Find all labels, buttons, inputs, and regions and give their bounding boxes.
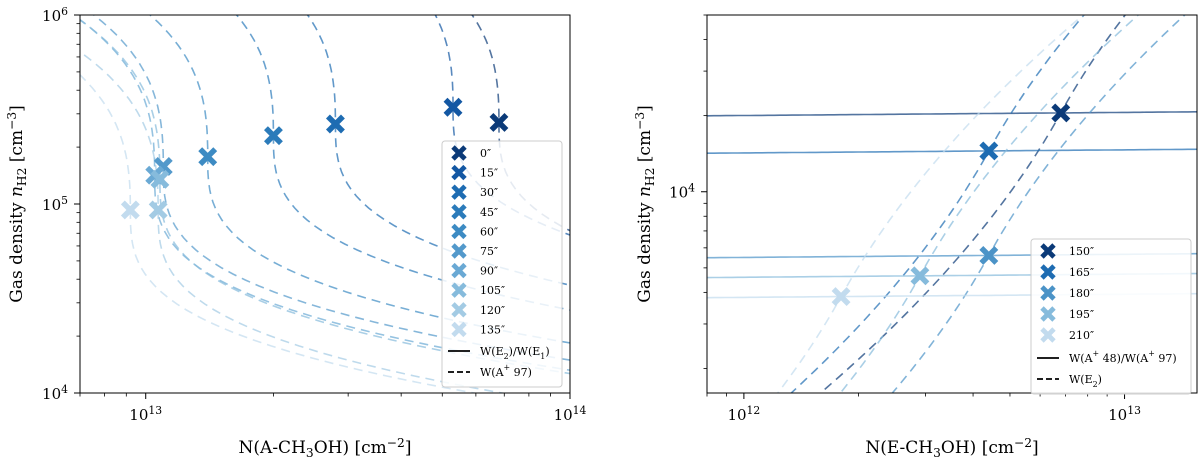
x-tick-label: 1013 bbox=[129, 404, 162, 424]
legend-entry-label: 120″ bbox=[480, 304, 505, 317]
y-tick-label: 106 bbox=[42, 5, 68, 25]
legend-entry-label: 75″ bbox=[480, 245, 498, 258]
y-tick-label: 105 bbox=[42, 194, 68, 214]
legend-dashed-label: W(E2) bbox=[1069, 373, 1102, 389]
legend-marker bbox=[451, 243, 467, 259]
legend-entry-label: 135″ bbox=[480, 323, 505, 336]
legend-entry-label: 105″ bbox=[480, 284, 505, 297]
legend-entry-label: 150″ bbox=[1069, 245, 1094, 258]
left-chart-panel: 1013 1014 104 105 106 N(A-CH3OH) [cm−2] Gas de… bbox=[5, 5, 587, 460]
data-point-30arcsec bbox=[325, 114, 345, 134]
legend-entry-label: 0″ bbox=[480, 147, 491, 160]
data-point-210arcsec bbox=[831, 287, 851, 307]
dashed-curve bbox=[80, 19, 570, 375]
legend: 150″ 165″ 180″ 195″ 210″ W(A+ 48)/W(A+ 97) W(E… bbox=[1030, 238, 1192, 395]
data-point-0arcsec bbox=[489, 113, 509, 132]
legend-marker bbox=[1040, 327, 1056, 343]
data-point-165arcsec bbox=[979, 141, 999, 161]
x-axis-label: N(E-CH3OH) [cm−2] bbox=[865, 436, 1038, 460]
legend-marker bbox=[451, 145, 467, 161]
data-points bbox=[831, 103, 1071, 307]
data-point-120arcsec bbox=[148, 200, 168, 220]
legend-marker bbox=[451, 262, 467, 279]
legend-box bbox=[441, 140, 563, 388]
solid-curve bbox=[707, 111, 1197, 117]
dashed-curve bbox=[891, 15, 1186, 393]
solid-curve bbox=[707, 148, 1197, 155]
data-point-15arcsec bbox=[443, 97, 463, 117]
legend-marker bbox=[1040, 243, 1056, 259]
legend-marker bbox=[451, 282, 467, 298]
legend-dashed-label: W(A+ 97) bbox=[480, 363, 532, 379]
legend-entry-label: 90″ bbox=[480, 265, 498, 278]
data-point-45arcsec bbox=[263, 126, 283, 146]
dashed-curve bbox=[80, 50, 507, 393]
legend-entry-label: 195″ bbox=[1069, 308, 1094, 321]
legend-marker bbox=[451, 164, 467, 181]
data-point-135arcsec bbox=[120, 200, 140, 220]
data-point-60arcsec bbox=[198, 147, 218, 167]
y-axis-label: Gas density nH2 [cm−3] bbox=[5, 105, 29, 303]
dashed-curve bbox=[80, 18, 570, 372]
legend-entry-label: 45″ bbox=[480, 206, 498, 219]
data-points bbox=[120, 97, 509, 220]
legend-marker bbox=[1040, 264, 1056, 280]
legend-marker bbox=[451, 223, 467, 240]
y-tick-label: 104 bbox=[42, 383, 68, 403]
legend-entry-label: 180″ bbox=[1069, 287, 1094, 300]
legend-marker bbox=[451, 204, 467, 220]
y-tick-label: 104 bbox=[669, 182, 695, 202]
axes-frame bbox=[706, 14, 1198, 394]
legend-entry-label: 60″ bbox=[480, 225, 498, 238]
x-tick-label: 1012 bbox=[727, 404, 760, 424]
legend: 0″ 15″ 30″ 45″ 60″ 75″ 90″ 105″ 120″ 135″ W(E2)/W(… bbox=[441, 140, 563, 388]
legend-marker bbox=[451, 184, 467, 200]
dashed-curve bbox=[92, 15, 570, 361]
dashed-curve bbox=[839, 15, 1140, 393]
legend-marker bbox=[1040, 285, 1056, 301]
dashed-curve bbox=[819, 15, 1127, 393]
legend-marker bbox=[1040, 306, 1056, 322]
x-axis-label: N(A-CH3OH) [cm−2] bbox=[239, 436, 412, 460]
legend-marker bbox=[451, 302, 467, 318]
legend-entry-label: 210″ bbox=[1069, 329, 1094, 342]
data-point-195arcsec bbox=[910, 266, 930, 286]
model-curves bbox=[80, 15, 570, 393]
dashed-curve bbox=[790, 15, 1085, 393]
right-chart-panel: 1012 1013 104 N(E-CH3OH) [cm−2] Gas density … bbox=[633, 14, 1198, 460]
data-point-150arcsec bbox=[1051, 103, 1071, 123]
x-tick-label: 1014 bbox=[554, 404, 587, 424]
legend-marker bbox=[451, 321, 467, 338]
dashed-curve bbox=[148, 15, 570, 344]
legend-entry-label: 165″ bbox=[1069, 266, 1094, 279]
dashed-curve bbox=[80, 73, 479, 393]
legend-solid-label: W(E2)/W(E1) bbox=[480, 345, 550, 361]
data-point-105arcsec bbox=[150, 169, 170, 189]
legend-solid-label: W(A+ 48)/W(A+ 97) bbox=[1069, 349, 1177, 365]
data-point-180arcsec bbox=[979, 245, 999, 265]
legend-box bbox=[1030, 238, 1192, 395]
legend-entry-label: 30″ bbox=[480, 186, 498, 199]
x-tick-label: 1013 bbox=[1108, 404, 1141, 424]
dashed-curve bbox=[776, 15, 1085, 393]
y-axis-label: Gas density nH2 [cm−3] bbox=[633, 105, 657, 303]
legend-entry-label: 15″ bbox=[480, 167, 498, 180]
axis-ticks bbox=[74, 14, 571, 399]
